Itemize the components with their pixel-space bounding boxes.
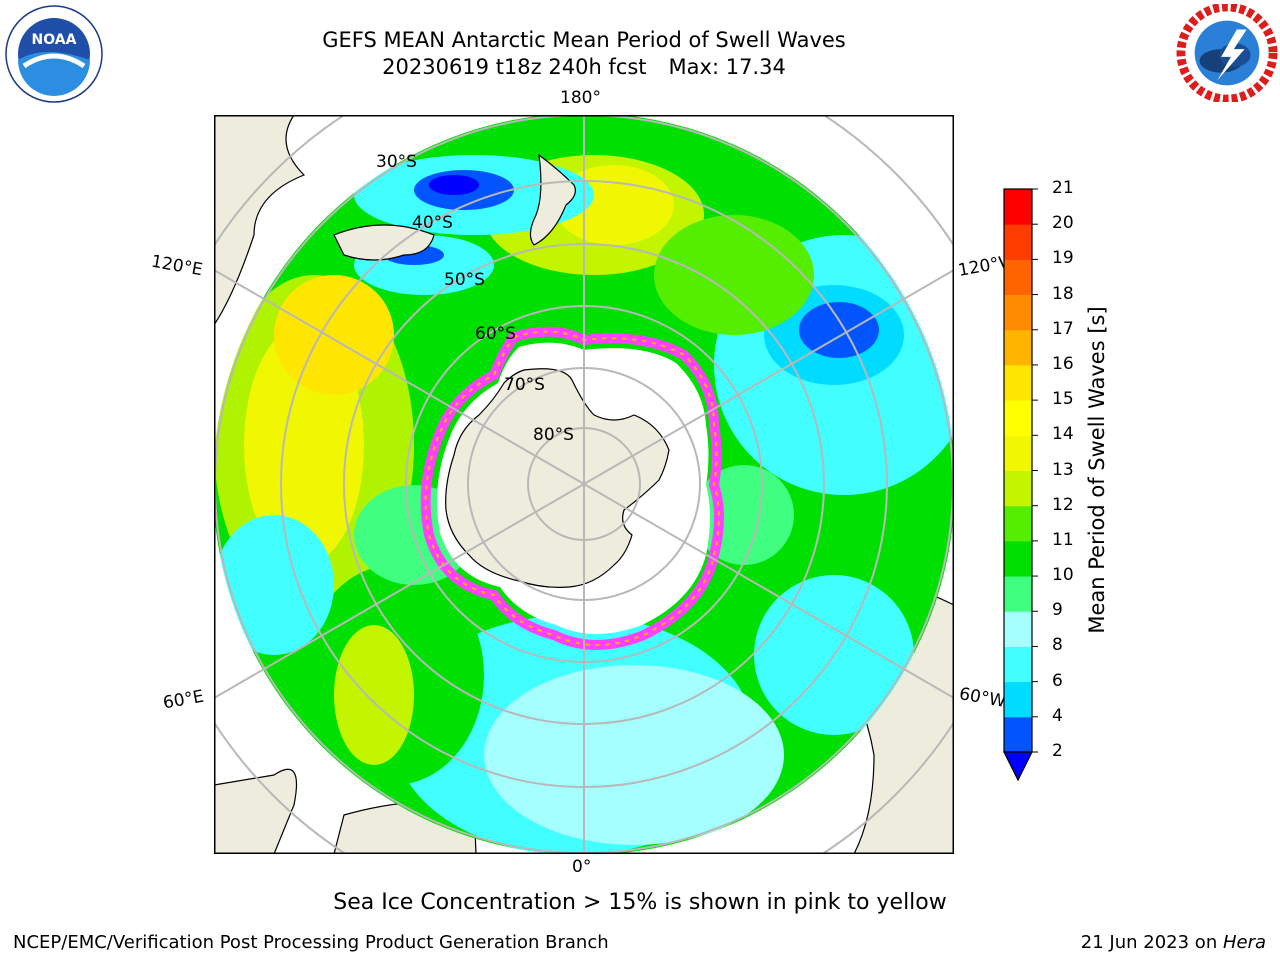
- forecast-run: 20230619 t18z 240h fcst: [382, 55, 647, 79]
- max-value: Max: 17.34: [668, 55, 786, 79]
- colorbar-tick-label: 8: [1052, 635, 1063, 656]
- colorbar-segment: [1004, 646, 1032, 683]
- colorbar-tick-label: 13: [1052, 459, 1074, 480]
- sea-ice-caption: Sea Ice Concentration > 15% is shown in …: [333, 890, 947, 915]
- madagascar-land: [214, 768, 298, 854]
- colorbar-tick-label: 16: [1052, 353, 1074, 374]
- lat-label-80s: 80°S: [533, 425, 574, 445]
- map-subtitle: 20230619 t18z 240h fcst Max: 17.34: [184, 54, 984, 80]
- map-title: GEFS MEAN Antarctic Mean Period of Swell…: [322, 28, 846, 52]
- colorbar-tick-label: 6: [1052, 670, 1063, 691]
- lat-label-30s: 30°S: [376, 152, 417, 172]
- colorbar-segment: [1004, 505, 1032, 542]
- colorbar-segment: [1004, 576, 1032, 612]
- colorbar-segment: [1004, 329, 1032, 366]
- colorbar-tick-label: 20: [1052, 213, 1074, 234]
- colorbar-extend-arrow: [1003, 751, 1033, 782]
- lat-label-50s: 50°S: [444, 270, 485, 290]
- colorbar-title: Mean Period of Swell Waves [s]: [1085, 306, 1109, 634]
- colorbar-tick-label: 10: [1052, 565, 1074, 586]
- noaa-logo: NOAA: [5, 5, 103, 103]
- colorbar-tick-label: 14: [1052, 424, 1074, 445]
- colorbar-segment: [1004, 189, 1032, 225]
- footer-date-text: 21 Jun 2023 on: [1080, 932, 1223, 953]
- footer-date: 21 Jun 2023 on Hera: [1081, 932, 1266, 953]
- colorbar-segment: [1004, 259, 1032, 296]
- lon-label-120e: 120°E: [149, 251, 205, 281]
- footer-machine: Hera: [1222, 932, 1266, 953]
- lat-label-70s: 70°S: [504, 375, 545, 395]
- lon-label-180: 180°: [560, 88, 601, 108]
- colorbar-segment: [1004, 716, 1032, 753]
- new-zealand-land: [529, 153, 576, 246]
- colorbar-segment: [1004, 540, 1032, 577]
- colorbar-tick-label: 9: [1052, 600, 1063, 621]
- colorbar-tick-label: 17: [1052, 318, 1074, 339]
- australia-land: [214, 115, 306, 327]
- colorbar-segment: [1004, 470, 1032, 507]
- colorbar-segment: [1004, 400, 1032, 436]
- colorbar-segment: [1004, 435, 1032, 471]
- lon-label-60e: 60°E: [161, 686, 206, 714]
- colorbar-segment: [1004, 224, 1032, 260]
- colorbar-tick-label: 2: [1052, 741, 1063, 761]
- colorbar: [1003, 188, 1038, 782]
- lat-label-60s: 60°S: [475, 324, 516, 344]
- colorbar-segment: [1004, 611, 1032, 647]
- polar-map: [214, 115, 954, 854]
- colorbar-tick-label: 19: [1052, 248, 1074, 269]
- sea-ice-edge: [420, 326, 724, 650]
- colorbar-segment: [1004, 681, 1032, 718]
- colorbar-tick-label: 4: [1052, 705, 1063, 726]
- colorbar-tick-label: 11: [1052, 529, 1074, 550]
- colorbar-segment: [1004, 364, 1032, 401]
- footer-credit: NCEP/EMC/Verification Post Processing Pr…: [13, 932, 609, 953]
- colorbar-tick-label: 18: [1052, 283, 1074, 304]
- tasmania-land: [333, 224, 435, 261]
- colorbar-tick-label: 21: [1052, 178, 1074, 198]
- svg-text:NOAA: NOAA: [32, 32, 77, 48]
- colorbar-segment: [1004, 294, 1032, 331]
- lat-label-40s: 40°S: [412, 213, 453, 233]
- lon-label-0: 0°: [572, 857, 592, 877]
- national-weather-service-logo: [1176, 4, 1278, 102]
- colorbar-tick-label: 15: [1052, 389, 1074, 410]
- colorbar-tick-label: 12: [1052, 494, 1074, 515]
